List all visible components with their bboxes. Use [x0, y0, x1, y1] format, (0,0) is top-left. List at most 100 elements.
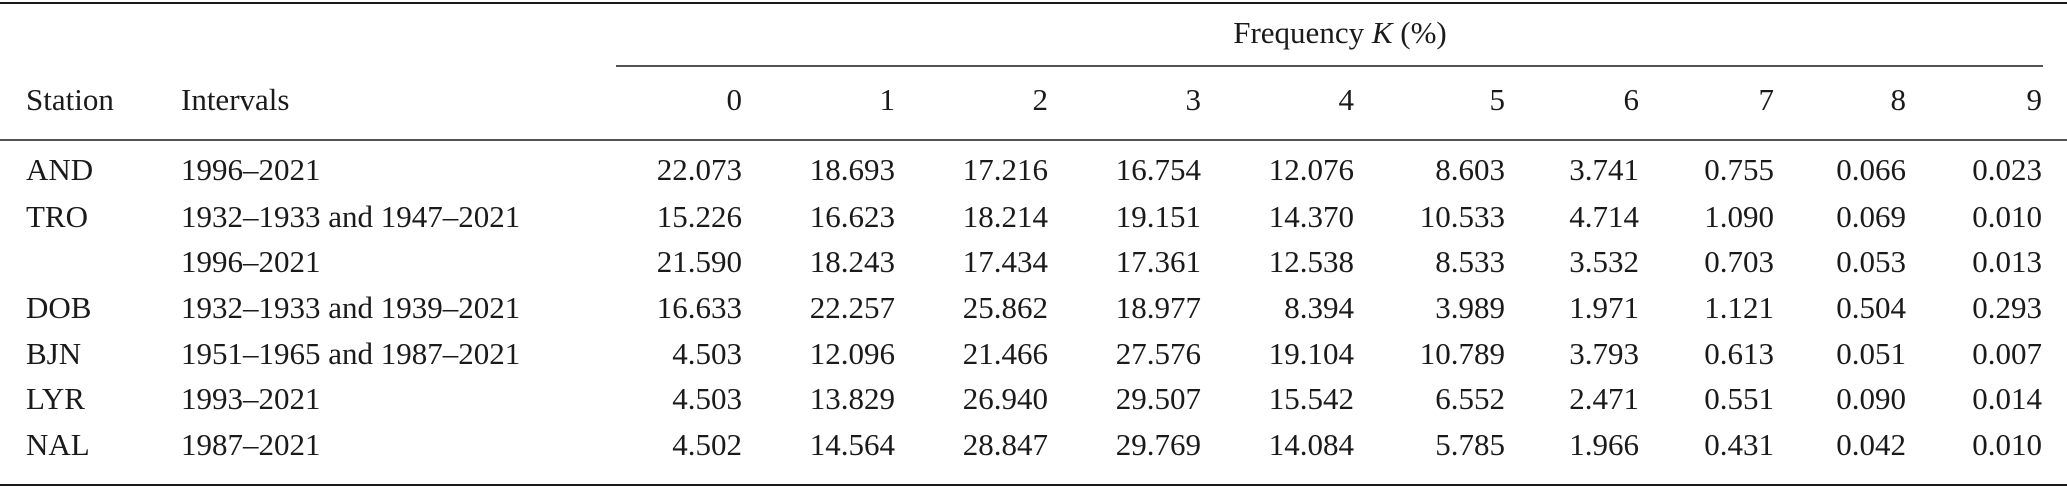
cell: 0.023: [1972, 152, 2042, 187]
cell: 4.503: [672, 381, 742, 416]
cell: 0.042: [1836, 427, 1906, 462]
cell: 0.010: [1972, 427, 2042, 462]
cell: 3.989: [1435, 290, 1505, 325]
cell: 2.471: [1569, 381, 1639, 416]
cell: 0.431: [1704, 427, 1774, 462]
interval: 1932–1933 and 1939–2021: [181, 290, 520, 325]
cell: 14.564: [810, 427, 896, 462]
column-header: Intervals: [181, 82, 289, 117]
column-header: 6: [1624, 82, 1640, 117]
cell: 10.789: [1420, 336, 1505, 371]
cell: 1.090: [1704, 199, 1774, 234]
cell: 12.538: [1269, 244, 1354, 279]
cell: 4.502: [672, 427, 742, 462]
cell: 22.073: [657, 152, 742, 187]
group-header-variable: K: [1371, 15, 1395, 50]
cell: 15.542: [1269, 381, 1354, 416]
cell: 14.370: [1269, 199, 1354, 234]
station: BJN: [26, 336, 81, 371]
interval: 1993–2021: [181, 381, 321, 416]
cell: 15.226: [657, 199, 742, 234]
cell: 12.096: [810, 336, 895, 371]
cell: 0.014: [1972, 381, 2042, 416]
cell: 19.151: [1116, 199, 1201, 234]
cell: 13.829: [810, 381, 895, 416]
column-header: 0: [727, 82, 743, 117]
cell: 8.603: [1435, 152, 1505, 187]
cell: 0.013: [1972, 244, 2042, 279]
cell: 3.532: [1569, 244, 1639, 279]
interval: 1987–2021: [181, 427, 321, 462]
cell: 18.243: [810, 244, 895, 279]
cell: 18.214: [963, 199, 1049, 234]
column-header: 1: [880, 82, 896, 117]
group-header: Frequency K (%): [1233, 15, 1447, 50]
cell: 0.069: [1836, 199, 1906, 234]
cell: 29.769: [1116, 427, 1201, 462]
cell: 14.084: [1269, 427, 1355, 462]
column-header: Station: [26, 82, 114, 117]
cell: 18.693: [810, 152, 895, 187]
column-header: 9: [2027, 82, 2043, 117]
cell: 17.216: [963, 152, 1048, 187]
interval: 1996–2021: [181, 152, 321, 187]
station: NAL: [26, 427, 90, 462]
cell: 0.613: [1704, 336, 1774, 371]
cell: 0.066: [1836, 152, 1906, 187]
cell: 17.434: [963, 244, 1049, 279]
column-header: 7: [1759, 82, 1775, 117]
station: TRO: [26, 199, 88, 234]
cell: 3.793: [1569, 336, 1639, 371]
cell: 16.623: [810, 199, 895, 234]
cell: 0.703: [1704, 244, 1774, 279]
cell: 3.741: [1569, 152, 1639, 187]
cell: 6.552: [1435, 381, 1505, 416]
cell: 0.551: [1704, 381, 1774, 416]
group-header-unit: (%): [1400, 15, 1446, 50]
cell: 1.121: [1704, 290, 1774, 325]
cell: 29.507: [1116, 381, 1201, 416]
interval: 1932–1933 and 1947–2021: [181, 199, 520, 234]
cell: 0.090: [1836, 381, 1906, 416]
interval: 1996–2021: [181, 244, 321, 279]
cell: 22.257: [810, 290, 895, 325]
cell: 28.847: [963, 427, 1048, 462]
cell: 12.076: [1269, 152, 1354, 187]
cell: 0.051: [1836, 336, 1906, 371]
cell: 1.966: [1569, 427, 1639, 462]
cell: 10.533: [1420, 199, 1505, 234]
cell: 0.010: [1972, 199, 2042, 234]
cell: 4.714: [1569, 199, 1639, 234]
cell: 0.755: [1704, 152, 1774, 187]
cell: 0.007: [1972, 336, 2042, 371]
station: LYR: [26, 381, 85, 416]
cell: 8.533: [1435, 244, 1505, 279]
cell: 26.940: [963, 381, 1048, 416]
column-header: 8: [1891, 82, 1907, 117]
cell: 0.293: [1972, 290, 2042, 325]
cell: 18.977: [1116, 290, 1201, 325]
station: AND: [26, 152, 93, 187]
column-header: 3: [1186, 82, 1202, 117]
interval: 1951–1965 and 1987–2021: [181, 336, 520, 371]
cell: 17.361: [1116, 244, 1201, 279]
cell: 25.862: [963, 290, 1048, 325]
group-header-text: Frequency: [1233, 15, 1364, 50]
cell: 27.576: [1116, 336, 1201, 371]
cell: 8.394: [1284, 290, 1354, 325]
cell: 0.053: [1836, 244, 1906, 279]
cell: 0.504: [1836, 290, 1906, 325]
station: DOB: [26, 290, 91, 325]
cell: 16.633: [657, 290, 742, 325]
cell: 21.590: [657, 244, 742, 279]
cell: 21.466: [963, 336, 1048, 371]
column-header: 5: [1490, 82, 1506, 117]
cell: 16.754: [1116, 152, 1202, 187]
column-header: 4: [1339, 82, 1355, 117]
cell: 19.104: [1269, 336, 1355, 371]
column-header: 2: [1033, 82, 1049, 117]
cell: 5.785: [1435, 427, 1505, 462]
cell: 1.971: [1569, 290, 1639, 325]
cell: 4.503: [672, 336, 742, 371]
